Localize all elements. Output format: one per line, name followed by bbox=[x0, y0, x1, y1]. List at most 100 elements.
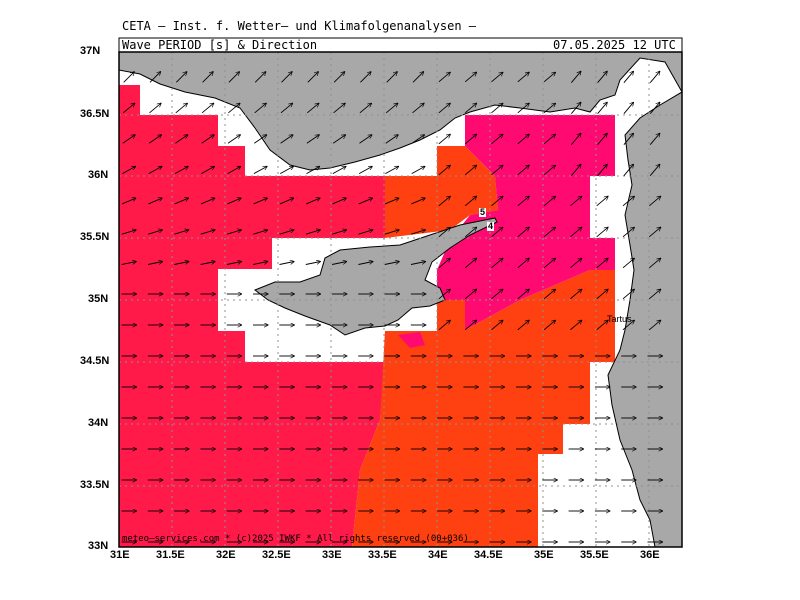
direction-arrow bbox=[147, 230, 162, 235]
direction-arrow bbox=[121, 230, 136, 235]
direction-arrow bbox=[438, 72, 450, 83]
direction-arrow bbox=[438, 165, 450, 176]
land-levant bbox=[607, 91, 682, 547]
direction-arrow bbox=[623, 102, 634, 114]
direction-arrow bbox=[279, 262, 295, 265]
direction-arrow bbox=[649, 102, 660, 114]
direction-arrow bbox=[254, 103, 267, 114]
direction-arrow bbox=[649, 164, 660, 176]
direction-arrow bbox=[622, 320, 634, 331]
lat-label: 37N bbox=[80, 45, 101, 57]
direction-arrow bbox=[597, 133, 608, 145]
lon-label: 32.5E bbox=[262, 549, 291, 561]
lat-label: 35N bbox=[88, 293, 109, 305]
direction-arrow bbox=[570, 320, 581, 331]
parameter-title: Wave_PERIOD_[s]_&_Direction bbox=[122, 38, 318, 52]
direction-arrow bbox=[623, 71, 634, 83]
direction-arrow bbox=[597, 102, 608, 114]
direction-arrow bbox=[438, 289, 450, 300]
contour-label-5: 5 bbox=[479, 207, 487, 217]
direction-arrow bbox=[384, 198, 399, 205]
direction-arrow bbox=[280, 135, 293, 144]
direction-arrow bbox=[412, 72, 424, 83]
lon-label: 33E bbox=[322, 549, 342, 561]
direction-arrow bbox=[491, 134, 503, 145]
direction-arrow bbox=[543, 289, 555, 300]
direction-arrow bbox=[596, 289, 608, 300]
direction-arrow bbox=[332, 135, 345, 144]
direction-arrow bbox=[491, 103, 503, 114]
direction-arrow bbox=[570, 196, 581, 207]
direction-arrow bbox=[253, 198, 268, 205]
direction-arrow bbox=[491, 258, 503, 269]
direction-arrow bbox=[438, 196, 450, 207]
direction-arrows bbox=[121, 71, 663, 542]
direction-arrow bbox=[385, 135, 398, 144]
lat-label: 33N bbox=[88, 540, 109, 552]
lon-label: 36E bbox=[640, 549, 660, 561]
direction-arrow bbox=[307, 103, 319, 114]
direction-arrow bbox=[385, 166, 398, 174]
direction-arrow bbox=[649, 196, 660, 207]
direction-arrow bbox=[491, 196, 503, 207]
direction-arrow bbox=[358, 166, 372, 174]
lat-label: 36.5N bbox=[80, 108, 110, 120]
direction-arrow bbox=[649, 227, 660, 238]
direction-arrow bbox=[279, 198, 294, 205]
direction-arrow bbox=[597, 164, 608, 176]
direction-arrow bbox=[491, 289, 503, 300]
direction-arrow bbox=[517, 196, 529, 207]
direction-arrow bbox=[464, 103, 476, 114]
direction-arrow bbox=[411, 198, 425, 205]
city-label-tartus: Tartus bbox=[607, 314, 632, 324]
direction-arrow bbox=[517, 103, 529, 114]
direction-arrow bbox=[649, 133, 660, 145]
direction-arrow bbox=[360, 72, 371, 83]
direction-arrow bbox=[254, 72, 266, 83]
direction-arrow bbox=[122, 103, 135, 114]
direction-arrow bbox=[149, 103, 162, 114]
direction-arrow bbox=[174, 198, 189, 205]
direction-arrow bbox=[279, 230, 294, 235]
datetime-label: 07.05.2025 12 UTC bbox=[553, 38, 676, 52]
lon-label: 32E bbox=[216, 549, 236, 561]
direction-arrow bbox=[174, 230, 188, 235]
direction-arrow bbox=[332, 198, 347, 205]
direction-arrow bbox=[200, 198, 215, 205]
direction-arrow bbox=[622, 196, 634, 207]
direction-arrow bbox=[543, 320, 555, 331]
direction-arrow bbox=[596, 320, 608, 331]
direction-arrow bbox=[411, 135, 424, 144]
direction-arrow bbox=[148, 198, 162, 205]
direction-arrow bbox=[228, 103, 240, 114]
direction-arrow bbox=[201, 135, 214, 144]
direction-arrow bbox=[438, 134, 450, 145]
direction-arrow bbox=[517, 134, 529, 145]
direction-arrow bbox=[175, 72, 187, 83]
direction-arrow bbox=[464, 165, 476, 176]
direction-arrow bbox=[385, 103, 398, 114]
direction-arrow bbox=[121, 262, 137, 265]
direction-arrow bbox=[253, 262, 268, 265]
direction-arrow bbox=[305, 230, 320, 235]
direction-arrow bbox=[201, 166, 214, 174]
direction-arrow bbox=[517, 320, 529, 331]
direction-arrow bbox=[438, 227, 450, 238]
direction-arrow bbox=[358, 262, 373, 265]
direction-arrow bbox=[464, 320, 476, 331]
title-box bbox=[118, 37, 683, 53]
direction-arrow bbox=[359, 103, 372, 114]
direction-arrow bbox=[280, 103, 293, 114]
direction-arrow bbox=[438, 103, 450, 114]
direction-arrow bbox=[464, 134, 476, 145]
direction-arrow bbox=[148, 135, 161, 144]
direction-arrow bbox=[253, 166, 267, 174]
direction-arrow bbox=[543, 227, 555, 238]
direction-arrow bbox=[386, 72, 398, 83]
lat-label: 34.5N bbox=[80, 355, 110, 367]
institute-title: CETA – Inst. f. Wetter– und Klimafolgena… bbox=[122, 19, 477, 33]
direction-arrow bbox=[281, 72, 293, 83]
direction-arrow bbox=[279, 166, 293, 174]
lon-label: 33.5E bbox=[368, 549, 397, 561]
